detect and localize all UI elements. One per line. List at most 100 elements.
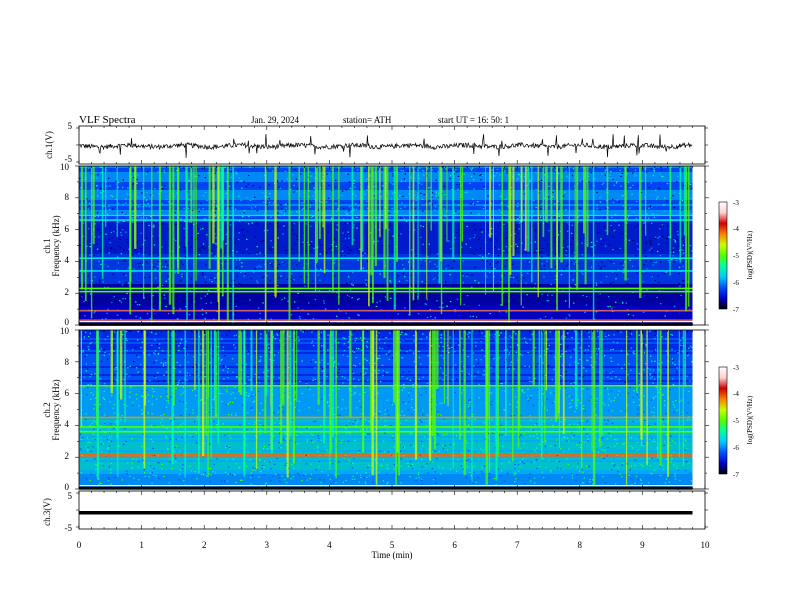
spectrogram-row	[79, 364, 693, 366]
spectrogram-speckle	[673, 451, 675, 453]
spectrogram-speckle	[610, 226, 613, 228]
spectrogram-speckle	[469, 182, 471, 185]
spectrogram-speckle	[449, 177, 451, 180]
spectrogram-speckle	[287, 306, 289, 308]
spectrogram-speckle	[566, 253, 568, 255]
spectrogram-speckle	[261, 464, 264, 466]
spectrogram-speckle	[575, 230, 577, 233]
spectrogram-speckle	[293, 184, 295, 186]
spectrogram-gap	[79, 321, 693, 323]
spectrogram-speckle	[617, 466, 619, 469]
spectrogram-speckle	[207, 172, 209, 174]
spectrogram-speckle	[630, 347, 633, 349]
spectrogram-speckle	[474, 317, 477, 319]
spectrogram-speckle	[543, 198, 546, 200]
spectrogram-row	[79, 332, 693, 334]
spectrogram-speckle	[199, 248, 201, 250]
spectrogram-speckle	[278, 263, 280, 266]
spectrogram-speckle	[183, 480, 185, 482]
spectrogram-speckle	[382, 302, 384, 305]
spectrogram-speckle	[86, 394, 88, 396]
spectrogram-sferic	[288, 166, 291, 321]
spectrogram-speckle	[227, 451, 229, 453]
spectrogram-speckle	[309, 243, 311, 245]
spectrogram-speckle	[341, 195, 343, 197]
spectrogram-speckle	[235, 414, 237, 416]
spectrogram-speckle	[667, 306, 669, 308]
spectrogram-speckle	[152, 194, 154, 197]
spectrogram-speckle	[132, 183, 134, 185]
spectrogram-speckle	[305, 264, 307, 266]
spectrogram-speckle	[93, 438, 96, 440]
spectrogram-speckle	[468, 331, 470, 333]
spectrogram-speckle	[259, 337, 262, 339]
spectrogram-sferic	[190, 166, 193, 223]
spectrogram-speckle	[109, 185, 111, 187]
spectrogram-speckle	[425, 303, 428, 305]
spectrogram-speckle	[423, 174, 425, 176]
spectrogram-speckle	[198, 234, 200, 237]
spectrogram-speckle	[525, 282, 527, 284]
spectrogram-speckle	[483, 374, 485, 376]
spectrogram-speckle	[630, 465, 632, 467]
spectrogram-speckle	[363, 432, 365, 434]
spectrogram-speckle	[519, 425, 522, 427]
spectrogram-speckle	[459, 234, 461, 236]
spectrogram-speckle	[457, 188, 459, 190]
spectrogram-speckle	[472, 235, 475, 237]
spectrogram-speckle	[368, 475, 371, 477]
spectrogram-speckle	[309, 181, 311, 183]
spectrogram-speckle	[587, 438, 589, 440]
spectrogram-speckle	[320, 232, 323, 234]
spectrogram-speckle	[557, 169, 559, 171]
spectrogram-row	[79, 354, 693, 356]
spectrogram-speckle	[636, 394, 638, 396]
spectrogram-speckle	[443, 308, 445, 311]
spectrogram-speckle	[361, 413, 363, 415]
spectrogram-speckle	[532, 210, 534, 212]
spectrogram-speckle	[214, 233, 216, 235]
spectrogram-speckle	[320, 268, 322, 270]
spectrogram-speckle	[94, 236, 96, 238]
spectrogram-speckle	[271, 266, 273, 268]
spectrogram-speckle	[656, 296, 658, 299]
spectrogram-speckle	[579, 378, 581, 380]
spectrogram-speckle	[204, 191, 207, 193]
spectrogram-speckle	[642, 271, 644, 273]
spectrogram-speckle	[259, 186, 261, 188]
spectrogram-speckle	[435, 190, 438, 192]
spectrogram-speckle	[167, 449, 169, 451]
spectrogram-speckle	[322, 252, 324, 254]
spectrogram-speckle	[590, 364, 592, 366]
spectrogram-speckle	[135, 301, 137, 303]
spectrogram-speckle	[605, 315, 607, 317]
spectrogram-speckle	[234, 347, 236, 349]
spectrogram-speckle	[608, 398, 611, 400]
spectrogram-speckle	[408, 370, 410, 373]
spectrogram-speckle	[137, 331, 139, 333]
spectrogram-speckle	[388, 345, 390, 347]
spectrogram-speckle	[382, 292, 384, 294]
spectrogram-speckle	[466, 442, 468, 444]
spectrogram-speckle	[427, 304, 429, 306]
spectrogram-speckle	[238, 195, 240, 197]
spectrogram-speckle	[480, 174, 482, 176]
spectrogram-speckle	[94, 421, 97, 423]
spectrogram-speckle	[358, 314, 360, 316]
spectrogram-speckle	[366, 247, 368, 249]
spectrogram-speckle	[180, 280, 182, 282]
spectrogram-sferic	[351, 166, 354, 246]
spectrogram-speckle	[122, 298, 124, 300]
spectrogram-speckle	[479, 255, 481, 257]
spectrogram-speckle	[232, 458, 234, 461]
spectrogram-speckle	[529, 473, 532, 475]
spectrogram-speckle	[379, 410, 381, 412]
spectrogram-speckle	[643, 369, 645, 371]
spectrogram-speckle	[623, 364, 626, 366]
spectrogram-speckle	[109, 209, 111, 211]
spectrogram-speckle	[344, 211, 347, 213]
spectrogram-speckle	[154, 281, 156, 283]
spectrogram-speckle	[508, 352, 511, 354]
spectrogram-speckle	[88, 336, 90, 338]
spectrogram-row	[79, 260, 693, 262]
